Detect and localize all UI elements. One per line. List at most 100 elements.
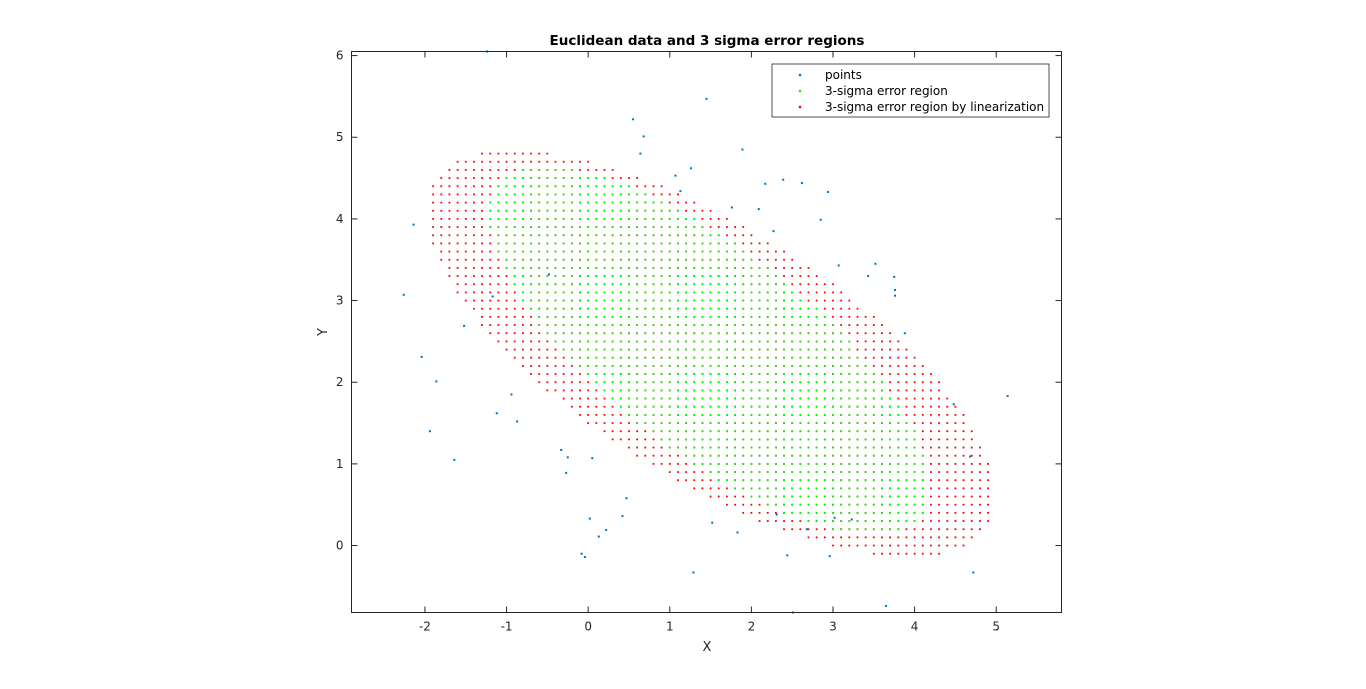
error-region-point [799,487,802,490]
error-region-point [611,307,614,310]
error-region-point [856,430,859,433]
error-region-point [587,299,590,302]
error-region-point [677,446,679,449]
error-region-point [619,291,622,294]
linearized-region-point [734,495,736,498]
error-region-point [677,324,679,326]
error-region-point [840,389,843,392]
linearized-region-point [693,471,696,473]
linearized-region-point [521,152,524,155]
error-region-point [774,479,777,482]
error-region-point [881,520,883,522]
error-region-point [587,315,590,318]
linearized-region-point [807,275,810,277]
error-region-point [807,364,810,367]
error-region-point [783,299,785,302]
linearized-region-point [946,462,949,465]
error-region-point [530,291,532,294]
error-region-point [832,332,834,335]
linearized-region-point [742,511,745,514]
error-region-point [889,454,892,457]
linearized-region-point [473,169,475,171]
linearized-region-point [513,152,516,155]
error-region-point [652,373,655,375]
error-region-point [546,250,549,253]
linearized-region-point [815,291,818,294]
error-region-point [636,201,639,204]
error-region-point [611,226,614,228]
error-region-point [652,430,655,433]
linearized-region-point [921,422,924,424]
error-region-point [685,332,687,335]
error-region-point [717,422,720,424]
data-point [547,273,550,276]
linearized-region-point [856,348,859,351]
error-region-point [864,503,867,506]
error-region-point [709,397,712,400]
linearized-region-point [897,364,900,367]
error-region-point [603,315,606,318]
error-region-point [603,389,606,392]
linearized-region-point [938,536,940,539]
error-region-point [693,413,696,416]
error-region-point [742,422,745,424]
error-region-point [579,177,581,179]
error-region-point [766,266,769,269]
error-region-point [709,258,712,261]
error-region-point [766,405,769,408]
error-region-point [644,250,647,253]
error-region-point [848,495,851,498]
error-region-point [872,462,875,465]
linearized-region-point [905,397,908,400]
error-region-point [554,234,557,237]
error-region-point [554,299,557,302]
error-region-point [668,430,671,433]
linearized-region-point [840,324,843,326]
linearized-region-point [473,218,475,220]
error-region-point [619,209,622,212]
error-region-point [750,275,753,277]
linearized-region-point [726,218,728,220]
error-region-point [562,307,565,310]
error-region-point [685,226,687,228]
error-region-point [717,454,720,457]
linearized-region-point [440,234,443,237]
error-region-point [832,356,834,359]
error-region-point [734,381,736,384]
data-point [828,555,831,558]
error-region-point [881,471,883,473]
error-region-point [546,258,549,261]
error-region-point [693,381,696,384]
error-region-point [742,315,745,318]
error-region-point [587,234,590,237]
linearized-region-point [595,397,598,400]
linearized-region-point [872,552,875,555]
error-region-point [652,242,655,245]
error-region-point [570,185,573,188]
error-region-point [848,364,851,367]
linearized-region-point [497,152,500,155]
error-region-point [562,315,565,318]
error-region-point [807,422,810,424]
error-region-point [497,209,500,212]
linearized-region-point [897,397,900,400]
linearized-region-point [921,552,924,555]
error-region-point [823,324,826,326]
linearized-region-point [905,389,908,392]
linearized-region-point [660,446,663,449]
error-region-point [628,381,630,384]
error-region-point [897,479,900,482]
linearized-region-point [872,315,875,318]
error-region-point [807,324,810,326]
linearized-region-point [954,405,957,408]
error-region-point [644,340,647,343]
legend[interactable]: points 3-sigma error region 3-sigma erro… [771,63,1050,118]
error-region-point [595,242,598,245]
linearized-region-point [677,479,679,482]
linearized-region-point [758,258,761,261]
linearized-region-point [823,299,826,302]
error-region-point [619,201,622,204]
error-region-point [685,242,687,245]
error-region-point [619,250,622,253]
linearized-region-point [652,462,655,465]
